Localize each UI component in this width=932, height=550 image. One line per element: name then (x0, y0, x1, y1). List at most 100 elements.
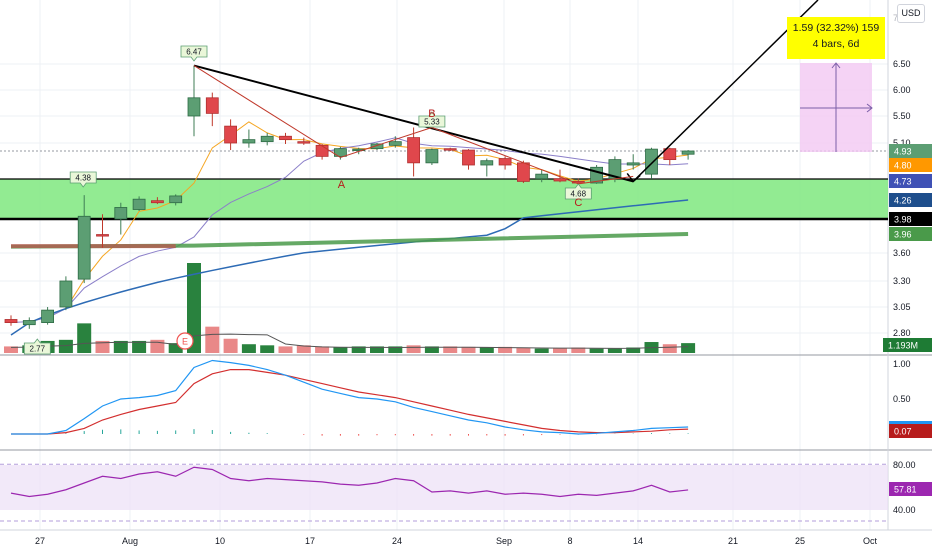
price-tag-label: 3.98 (894, 215, 912, 225)
volume-bar (150, 339, 165, 353)
candle-body (443, 148, 457, 151)
candle-body (681, 150, 695, 155)
low-4-68-label-marker (564, 183, 592, 200)
candle-body (169, 195, 183, 204)
price-tick-label: 2.80 (893, 328, 911, 338)
volume-bar (77, 323, 92, 353)
volume-bar (424, 346, 439, 353)
candle-body (315, 144, 329, 157)
price-tick-label: 6.00 (893, 85, 911, 95)
candle-body (224, 125, 238, 144)
candle-body (480, 160, 494, 166)
volume-bar (461, 346, 476, 353)
currency-button[interactable]: USD (897, 4, 925, 23)
high-4-38-label: 4.38 (75, 174, 91, 183)
volume-bar (205, 326, 220, 353)
candle-body (22, 320, 36, 326)
price-tag-bg (889, 158, 932, 172)
price-tag-label: 4.93 (894, 147, 912, 157)
candle-body (114, 207, 128, 220)
wave-label-b: B (428, 108, 435, 120)
volume-tag-bg (883, 338, 932, 352)
time-tick-label: 25 (795, 536, 805, 546)
price-tag-label: 4.26 (894, 196, 912, 206)
price-tag-bg (889, 174, 932, 188)
candle-body (205, 97, 219, 114)
price-tick-label: 3.60 (893, 248, 911, 258)
time-tick-label: 27 (35, 536, 45, 546)
macd-tag-label: 0.07 (894, 427, 912, 437)
wave-label-a: A (338, 179, 346, 191)
volume-bar (553, 348, 567, 353)
volume-bar (187, 263, 201, 353)
sma-mid-line (10, 137, 689, 324)
time-tick-label: 17 (305, 536, 315, 546)
volume-bar (626, 347, 641, 353)
rsi-tick-label: 40.00 (893, 505, 916, 515)
macd-tag-bg (889, 424, 932, 438)
price-tick-label: 5.50 (893, 111, 911, 121)
trendline-arrow (626, 172, 641, 183)
macd-line (11, 359, 689, 435)
rsi-tag-label: 57.81 (894, 485, 917, 495)
rsi-band (0, 465, 888, 510)
low-2-77-label-marker (23, 338, 51, 355)
candle-body (96, 234, 109, 237)
high-5-33-label: 5.33 (424, 118, 440, 127)
time-tick-label: Sep (496, 536, 512, 546)
candle-body (462, 149, 475, 166)
high-6-47-label: 6.47 (186, 48, 202, 57)
time-tick-label: 21 (728, 536, 738, 546)
price-tag-bg (889, 193, 932, 207)
candle-body (187, 97, 201, 117)
price-tag-label: 4.73 (894, 177, 912, 187)
measure-arrow-right (866, 103, 873, 113)
candle-body (388, 141, 402, 146)
price-tick-label: 5.10 (893, 138, 911, 148)
price-tick-label: 6.50 (893, 59, 911, 69)
support-zone (0, 179, 888, 219)
rsi-tag-bg (889, 482, 932, 496)
wave-label-c: C (574, 197, 582, 209)
macd-tick-label: 1.00 (893, 359, 911, 369)
candle-body (425, 149, 439, 164)
earnings-label: E (182, 337, 188, 347)
high-6-47-label-marker (180, 45, 208, 62)
candle-body (370, 143, 384, 150)
price-tag-label: 4.80 (894, 161, 912, 171)
price-tag-bg (889, 144, 932, 158)
volume-bar (168, 343, 183, 353)
sma-slow-line (10, 199, 689, 336)
time-tick-label: 24 (392, 536, 402, 546)
candle-body (242, 139, 256, 144)
candle-body (571, 181, 585, 184)
volume-bar (443, 346, 458, 353)
volume-bar (681, 343, 696, 353)
candle-body (663, 148, 677, 161)
volume-bar (607, 348, 622, 353)
volume-bar (479, 347, 494, 353)
volume-bar (95, 340, 110, 353)
volume-bar (333, 347, 348, 353)
candle-body (4, 319, 18, 324)
volume-bar (113, 340, 128, 353)
candle-body (132, 198, 146, 210)
volume-bar (58, 339, 73, 353)
candle-body (279, 135, 292, 141)
volume-bar (571, 347, 586, 353)
volume-bar (296, 345, 311, 353)
price-tick-label: 3.30 (893, 276, 911, 286)
volume-bar (223, 338, 238, 353)
low-4-68-label: 4.68 (571, 190, 587, 199)
measure-bars-text: 4 bars, 6d (812, 38, 860, 50)
volume-bar (315, 346, 330, 353)
candle-body (297, 141, 311, 144)
rsi-tick-label: 80.00 (893, 460, 916, 470)
price-tick-label: 3.05 (893, 302, 911, 312)
macd-tag-accent (889, 421, 932, 424)
volume-bar (534, 348, 549, 353)
candle-body (535, 173, 549, 180)
price-tag-bg (889, 227, 932, 241)
macd-signal-line (11, 369, 689, 435)
